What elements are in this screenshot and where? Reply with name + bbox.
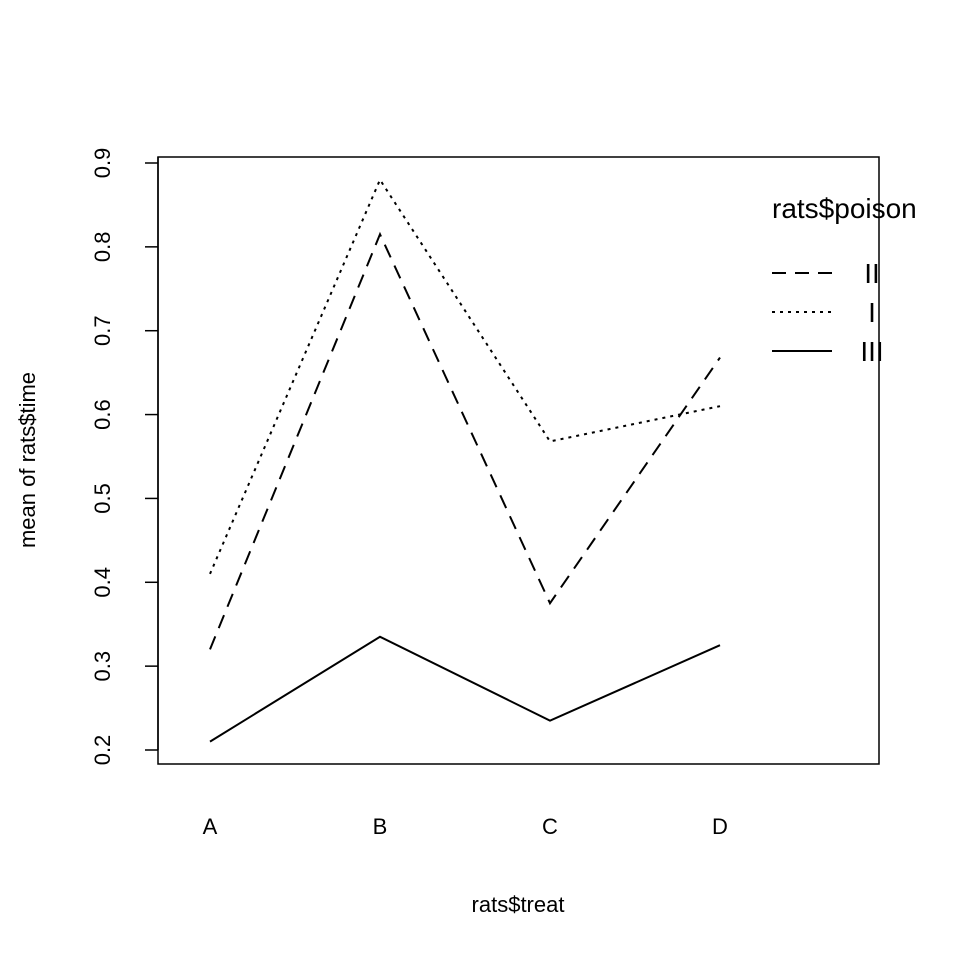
y-tick-label: 0.4 — [90, 567, 115, 598]
legend-label: II — [864, 258, 880, 289]
x-tick-label: D — [712, 814, 728, 839]
series-line-III — [209, 635, 721, 743]
series-line-II — [209, 231, 721, 650]
y-tick-label: 0.8 — [90, 232, 115, 263]
y-axis-ticks: 0.2 0.3 0.4 0.5 0.6 0.7 0.8 0.9 — [90, 148, 158, 766]
series-lines — [209, 177, 721, 743]
legend-label: III — [860, 336, 883, 367]
y-tick-label: 0.5 — [90, 483, 115, 514]
y-tick-label: 0.6 — [90, 399, 115, 430]
y-tick-label: 0.2 — [90, 735, 115, 766]
x-axis-ticks: A B C D — [203, 814, 728, 839]
x-axis-label: rats$treat — [472, 892, 565, 917]
plot-frame — [157, 156, 880, 765]
y-tick-label: 0.3 — [90, 651, 115, 682]
x-tick-label: B — [373, 814, 388, 839]
legend-label: I — [868, 297, 876, 328]
y-tick-label: 0.9 — [90, 148, 115, 179]
y-axis-label: mean of rats$time — [15, 372, 40, 548]
x-tick-label: C — [542, 814, 558, 839]
series-line-I — [209, 177, 721, 575]
legend-title: rats$poison — [772, 193, 917, 224]
y-tick-label: 0.7 — [90, 315, 115, 346]
x-tick-label: A — [203, 814, 218, 839]
